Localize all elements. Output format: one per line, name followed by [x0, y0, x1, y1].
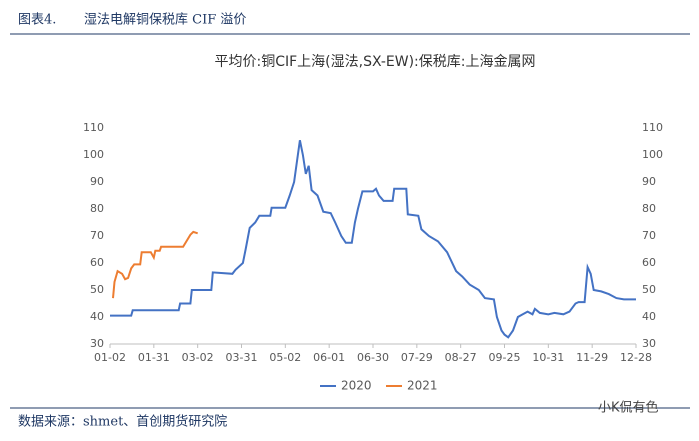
- series-line: [110, 140, 636, 339]
- x-tick-label: 01-02: [94, 351, 126, 364]
- x-tick-label: 10-31: [532, 351, 564, 364]
- y-tick-label: 100: [83, 148, 104, 161]
- caption: 湿法电解铜保税库 CIF 溢价: [84, 12, 246, 28]
- x-tick-label: 03-02: [182, 351, 214, 364]
- y-tick-label: 110: [83, 121, 104, 134]
- x-tick-label: 05-02: [269, 351, 301, 364]
- x-tick-label: 11-29: [576, 351, 608, 364]
- y-tick-label: 30: [90, 337, 104, 350]
- y2-tick-label: 30: [642, 337, 656, 350]
- y-tick-label: 40: [90, 310, 104, 323]
- legend-label: 2020: [341, 379, 372, 393]
- x-tick-label: 07-29: [401, 351, 433, 364]
- y2-tick-label: 60: [642, 256, 656, 269]
- watermark: 小K侃有色: [598, 400, 659, 416]
- x-tick-label: 03-31: [226, 351, 258, 364]
- y-tick-label: 60: [90, 256, 104, 269]
- legend-label: 2021: [407, 379, 438, 393]
- x-tick-label: 06-01: [313, 351, 345, 364]
- x-tick-label: 01-31: [138, 351, 170, 364]
- x-tick-label: 12-28: [620, 351, 652, 364]
- y-tick-label: 80: [90, 202, 104, 215]
- y-tick-label: 90: [90, 175, 104, 188]
- y-tick-label: 50: [90, 283, 104, 296]
- y-tick-label: 70: [90, 229, 104, 242]
- chart-title: 平均价:铜CIF上海(湿法,SX-EW):保税库:上海金属网: [214, 54, 535, 70]
- y2-tick-label: 70: [642, 229, 656, 242]
- y2-tick-label: 100: [642, 148, 663, 161]
- x-tick-label: 09-25: [489, 351, 521, 364]
- x-tick-label: 08-27: [445, 351, 477, 364]
- y2-tick-label: 40: [642, 310, 656, 323]
- source: 数据来源：shmet、首创期货研究院: [18, 414, 227, 430]
- y2-tick-label: 50: [642, 283, 656, 296]
- y2-tick-label: 80: [642, 202, 656, 215]
- figure-label: 图表4.: [18, 13, 56, 28]
- x-tick-label: 06-30: [357, 351, 389, 364]
- y2-tick-label: 90: [642, 175, 656, 188]
- series-line: [112, 230, 199, 299]
- y2-tick-label: 110: [642, 121, 663, 134]
